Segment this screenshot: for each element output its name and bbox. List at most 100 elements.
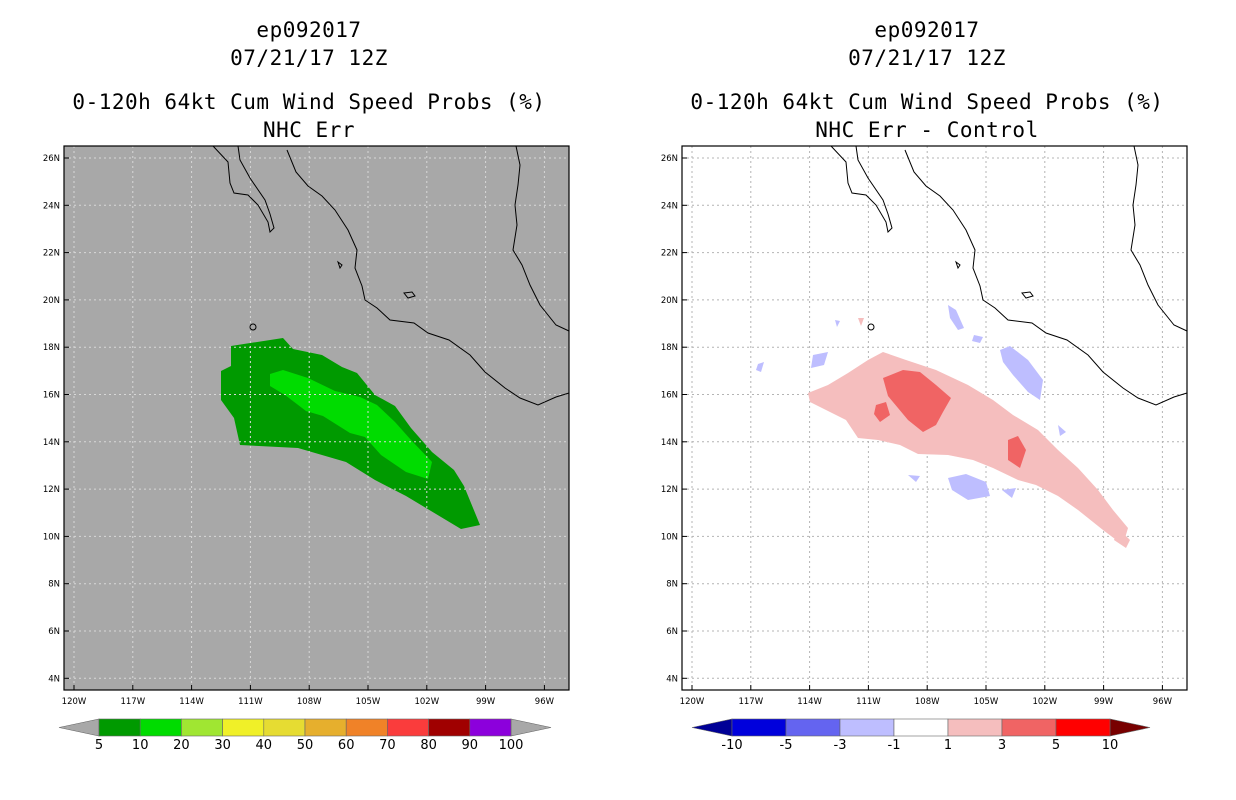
diff-contour-neg1 bbox=[1002, 488, 1016, 498]
x-tick-label: 111W bbox=[856, 697, 881, 707]
y-tick-label: 14N bbox=[43, 438, 60, 448]
colorbar-label: -5 bbox=[780, 738, 793, 753]
y-tick-label: 14N bbox=[661, 438, 678, 448]
mainland-coastline bbox=[904, 149, 1188, 406]
datetime-title: 07/21/17 12Z bbox=[230, 46, 388, 70]
x-tick-label: 102W bbox=[1032, 697, 1057, 707]
y-tick-label: 22N bbox=[661, 249, 678, 259]
product-title: 0-120h 64kt Cum Wind Speed Probs (%) bbox=[72, 90, 546, 114]
subtitle: NHC Err bbox=[262, 118, 355, 142]
colorbar-swatch bbox=[304, 718, 347, 737]
diff-contour-neg1 bbox=[756, 362, 764, 372]
x-tick-label: 99W bbox=[476, 697, 496, 707]
x-tick-label: 105W bbox=[356, 697, 381, 707]
storm-id-title: ep092017 bbox=[874, 18, 980, 42]
y-tick-label: 20N bbox=[661, 296, 678, 306]
y-tick-label: 18N bbox=[43, 343, 60, 353]
island bbox=[337, 260, 343, 270]
diff-contour-pos1 bbox=[808, 352, 1128, 545]
x-tick-label: 99W bbox=[1094, 697, 1114, 707]
colorbar-swatch bbox=[1001, 718, 1057, 737]
diff-contour-neg1 bbox=[972, 335, 983, 343]
colorbar-label: 20 bbox=[173, 738, 190, 753]
x-tick-label: 120W bbox=[680, 697, 705, 707]
right-panel: ep092017 07/21/17 12Z 0-120h 64kt Cum Wi… bbox=[618, 0, 1236, 800]
diff-contour-neg1 bbox=[811, 352, 828, 368]
colorbar-swatch bbox=[731, 718, 787, 737]
colorbar-label: 10 bbox=[132, 738, 149, 753]
colorbar-swatch bbox=[893, 718, 949, 737]
colorbar-label: 30 bbox=[214, 738, 231, 753]
x-tick-label: 117W bbox=[120, 697, 145, 707]
gulf-coastline bbox=[1130, 145, 1188, 332]
y-tick-label: 10N bbox=[43, 532, 60, 542]
island bbox=[249, 323, 257, 331]
left-panel: ep092017 07/21/17 12Z 0-120h 64kt Cum Wi… bbox=[43, 18, 570, 753]
island bbox=[403, 291, 416, 299]
left-map-svg: 120W 117W 114W 111W 108W 105W 102W 99W 96W 26N 24N… bbox=[43, 145, 570, 753]
y-tick-label: 16N bbox=[43, 391, 60, 401]
colorbar-label: 90 bbox=[462, 738, 479, 753]
mainland-coastline bbox=[286, 149, 570, 406]
y-tick-label: 6N bbox=[48, 627, 60, 637]
x-tick-label: 102W bbox=[414, 697, 439, 707]
diff-contour-neg1 bbox=[948, 305, 964, 330]
colorbar-swatch bbox=[263, 718, 306, 737]
axis-ticks: 120W 117W 114W 111W 108W 105W 102W 99W 96W 26N 24N… bbox=[43, 154, 555, 707]
diff-contour-pos1 bbox=[858, 318, 864, 326]
y-tick-label: 26N bbox=[661, 154, 678, 164]
colorbar-label: -10 bbox=[721, 738, 742, 753]
colorbar-label: 5 bbox=[1052, 738, 1060, 753]
product-title: 0-120h 64kt Cum Wind Speed Probs (%) bbox=[690, 90, 1164, 114]
colorbar-swatch bbox=[839, 718, 895, 737]
colorbar-label: 1 bbox=[944, 738, 952, 753]
y-tick-label: 8N bbox=[48, 580, 60, 590]
datetime-title: 07/21/17 12Z bbox=[848, 46, 1006, 70]
colorbar-swatch bbox=[345, 718, 388, 737]
y-tick-label: 6N bbox=[666, 627, 678, 637]
colorbar-low-arrow bbox=[691, 718, 733, 737]
island bbox=[1021, 291, 1034, 299]
diff-contour-pos3 bbox=[1008, 436, 1026, 468]
gulf-coastline bbox=[512, 145, 570, 332]
colorbar: 5 10 20 30 40 50 60 70 80 90 100 bbox=[58, 718, 552, 753]
diff-contour-neg1 bbox=[908, 475, 920, 482]
y-tick-label: 4N bbox=[666, 674, 678, 684]
colorbar-label: 3 bbox=[998, 738, 1006, 753]
colorbar-swatch bbox=[1055, 718, 1111, 737]
y-tick-label: 12N bbox=[661, 485, 678, 495]
colorbar-swatch bbox=[181, 718, 223, 737]
diff-contour-neg1 bbox=[1000, 346, 1043, 400]
colorbar-label: 10 bbox=[1102, 738, 1119, 753]
baja-coastline bbox=[212, 145, 275, 234]
x-tick-label: 108W bbox=[297, 697, 322, 707]
prob-contour-10pct bbox=[270, 370, 432, 479]
x-tick-label: 117W bbox=[738, 697, 763, 707]
colorbar-low-arrow bbox=[58, 718, 100, 737]
colorbar-swatch bbox=[387, 718, 429, 737]
colorbar-label: 40 bbox=[256, 738, 273, 753]
colorbar-label: 80 bbox=[420, 738, 437, 753]
y-tick-label: 12N bbox=[43, 485, 60, 495]
y-tick-label: 4N bbox=[48, 674, 60, 684]
y-tick-label: 22N bbox=[43, 249, 60, 259]
storm-id-title: ep092017 bbox=[256, 18, 362, 42]
colorbar-high-arrow bbox=[510, 718, 552, 737]
diff-contour-neg1 bbox=[948, 474, 990, 500]
island bbox=[867, 323, 875, 331]
x-tick-label: 120W bbox=[62, 697, 87, 707]
colorbar-swatch bbox=[139, 718, 182, 737]
diff-contour-neg1 bbox=[835, 320, 840, 327]
colorbar-label: 50 bbox=[297, 738, 314, 753]
colorbar-swatch bbox=[98, 718, 141, 737]
right-map-svg: 120W 117W 114W 111W 108W 105W 102W 99W 96W 26N 24N… bbox=[661, 145, 1188, 753]
colorbar: -10 -5 -3 -1 1 3 5 10 bbox=[691, 718, 1151, 753]
y-tick-label: 16N bbox=[661, 391, 678, 401]
colorbar-swatch bbox=[947, 718, 1003, 737]
map-frame bbox=[63, 145, 570, 691]
diff-contour-pos3 bbox=[874, 402, 890, 422]
subtitle: NHC Err - Control bbox=[815, 118, 1039, 142]
colorbar-high-arrow bbox=[1109, 718, 1151, 737]
x-tick-label: 111W bbox=[238, 697, 263, 707]
colorbar-label: 5 bbox=[95, 738, 103, 753]
